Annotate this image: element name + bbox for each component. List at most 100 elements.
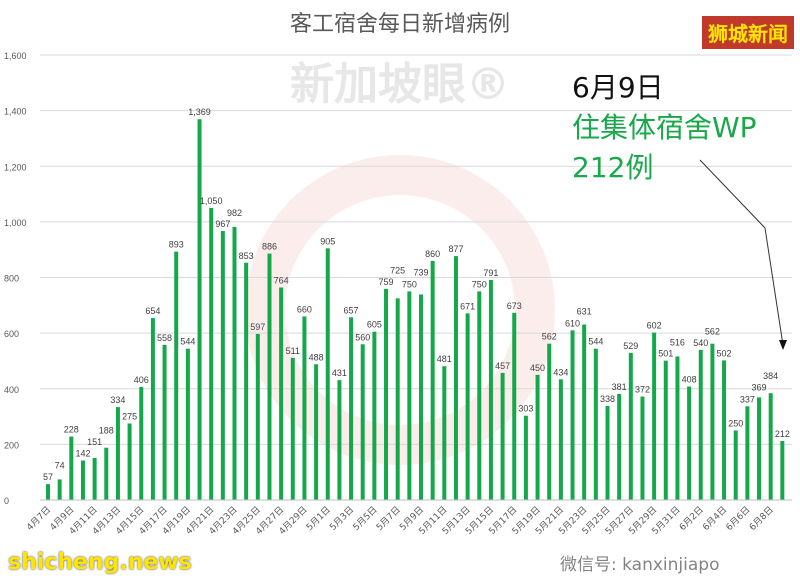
annotation-line2: 212例 (572, 151, 654, 184)
data-label: 750 (402, 279, 417, 289)
y-tick-label: 400 (4, 385, 19, 395)
bar (325, 248, 330, 500)
bar (407, 291, 412, 500)
data-label: 337 (740, 394, 755, 404)
data-label: 303 (518, 404, 533, 414)
data-label: 74 (55, 460, 65, 470)
bar (768, 393, 773, 500)
data-label: 631 (577, 307, 592, 317)
annotation-line1: 住集体宿舍WP (572, 111, 757, 144)
data-label: 384 (763, 371, 778, 381)
x-tick-label: 5月5日 (351, 504, 380, 533)
data-label: 558 (157, 333, 172, 343)
data-label: 739 (413, 267, 428, 277)
bar (69, 436, 74, 500)
arrow-head-icon (779, 340, 787, 350)
bar (453, 256, 458, 500)
data-label: 250 (728, 418, 743, 428)
data-label: 369 (752, 382, 767, 392)
bar (302, 316, 307, 500)
x-tick-label: 6月8日 (747, 504, 776, 533)
bar (419, 294, 423, 500)
bar (780, 441, 785, 500)
data-label: 562 (542, 332, 557, 342)
data-label: 967 (215, 219, 230, 229)
annotation-arrow (699, 159, 784, 346)
chart-title: 客工宿舍每日新增病例 (289, 12, 510, 37)
data-label: 529 (623, 341, 638, 351)
data-label: 488 (309, 352, 324, 362)
data-label: 660 (297, 304, 312, 314)
data-label: 212 (775, 429, 790, 439)
data-label: 562 (705, 327, 720, 337)
data-label: 1,369 (188, 107, 211, 117)
bar (279, 287, 284, 500)
bar (500, 372, 505, 500)
data-label: 275 (122, 412, 137, 422)
bar (430, 260, 435, 500)
bar (290, 357, 295, 500)
x-tick-label: 5月3日 (328, 504, 357, 533)
y-tick-label: 800 (4, 274, 19, 284)
data-label: 381 (612, 382, 627, 392)
data-label: 501 (658, 349, 673, 359)
y-tick-label: 0 (4, 496, 9, 506)
data-label: 750 (472, 279, 487, 289)
bar (663, 360, 668, 500)
data-label: 450 (530, 363, 545, 373)
bar (488, 280, 493, 500)
bar (360, 344, 365, 500)
data-label: 228 (64, 425, 79, 435)
bar (698, 349, 703, 500)
data-label: 759 (379, 277, 394, 287)
x-tick-label: 5月1日 (304, 504, 333, 533)
watermark-wechat: 微信号: kanxinjiapo (560, 555, 720, 575)
data-label: 605 (367, 320, 382, 330)
data-label: 602 (647, 321, 662, 331)
data-label: 893 (169, 240, 184, 250)
bar (675, 356, 680, 500)
bar (582, 324, 587, 500)
data-label: 610 (565, 318, 580, 328)
bar (570, 330, 575, 500)
bar (197, 119, 202, 500)
bar (617, 394, 622, 500)
bar (174, 251, 179, 500)
data-label: 434 (553, 367, 568, 377)
bar (512, 312, 517, 500)
data-label: 725 (390, 265, 405, 275)
data-label: 886 (262, 242, 277, 252)
bar (139, 387, 144, 500)
data-label: 406 (134, 375, 149, 385)
data-label: 654 (145, 306, 160, 316)
data-label: 151 (87, 437, 102, 447)
watermark-ring (245, 155, 555, 465)
data-label: 597 (250, 322, 265, 332)
logo: 狮城新闻 (702, 16, 794, 49)
bar (162, 344, 167, 500)
bar (757, 397, 762, 500)
bar (535, 374, 540, 500)
data-label: 502 (717, 348, 732, 358)
bar (722, 360, 727, 500)
y-tick-label: 1,400 (4, 107, 27, 117)
bar (314, 364, 319, 500)
watermark-center: 新加坡眼® (290, 59, 510, 110)
bar (710, 343, 715, 500)
data-label: 982 (227, 208, 242, 218)
annotation-date: 6月9日 (572, 71, 664, 104)
bar (465, 313, 470, 500)
bar (267, 253, 272, 500)
bar (547, 343, 552, 500)
bar (127, 423, 132, 500)
data-label: 372 (635, 385, 650, 395)
bar (92, 458, 97, 500)
data-label: 860 (425, 249, 440, 259)
bar (220, 231, 225, 500)
x-tick-label: 4月7日 (25, 504, 54, 533)
data-label: 334 (110, 395, 125, 405)
data-label: 560 (355, 332, 370, 342)
x-tick-label: 6月4日 (701, 504, 730, 533)
data-label: 791 (483, 268, 498, 278)
bar (115, 407, 120, 500)
